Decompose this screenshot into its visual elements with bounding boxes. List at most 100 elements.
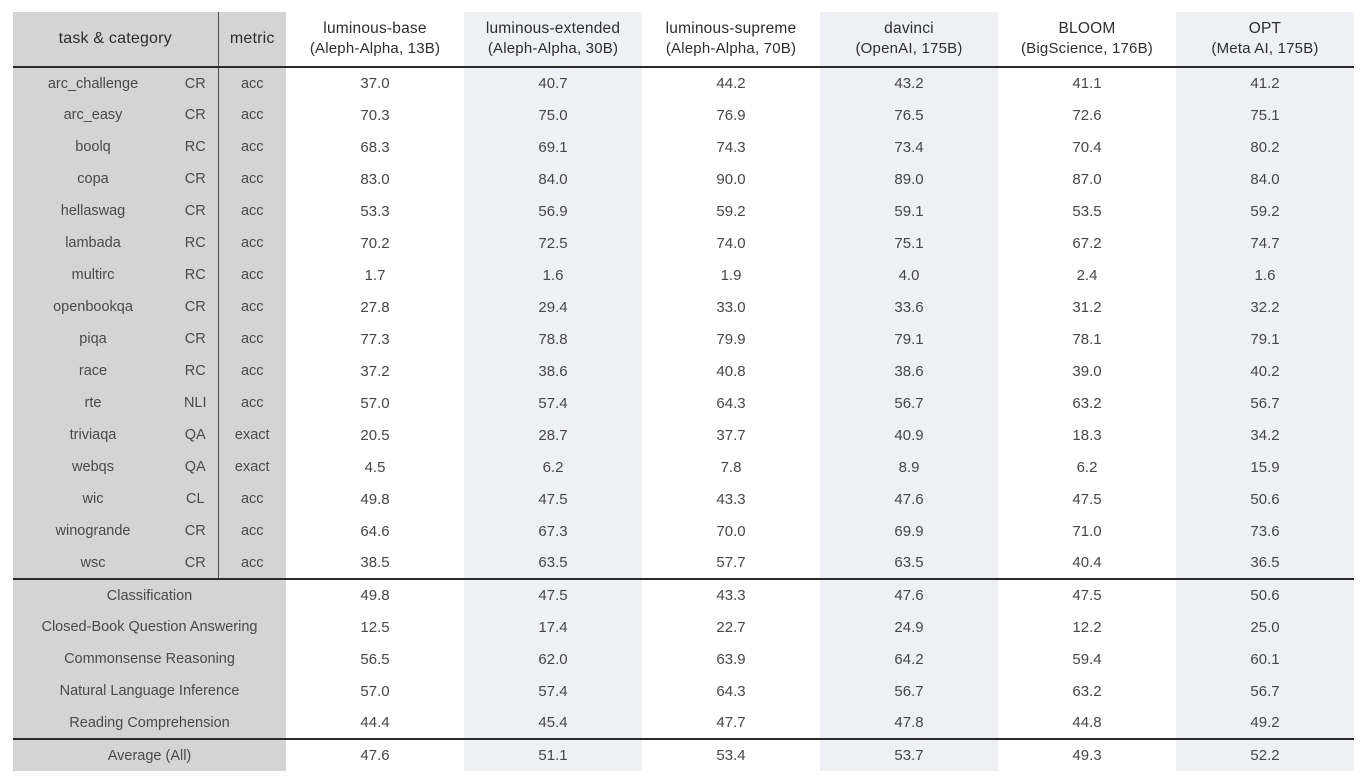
- model-name: luminous-base: [323, 20, 427, 37]
- score-cell: 43.3: [716, 490, 746, 508]
- score-cell: 84.0: [464, 163, 642, 195]
- category-average-row: Classification 49.8 47.5 43.3 47.6 47.5 50.6: [13, 579, 1354, 611]
- score-cell: 75.0: [464, 99, 642, 131]
- score-cell: 49.8: [360, 490, 390, 508]
- header-model-BLOOM: BLOOM (BigScience, 176B): [998, 12, 1176, 67]
- task-metric-cell: acc: [218, 483, 286, 515]
- score-cell: 8.9: [820, 451, 998, 483]
- task-metric-cell: acc: [218, 291, 286, 323]
- score-cell: 44.8: [1072, 714, 1102, 731]
- task-row: openbookqa CR acc 27.8 29.4 33.0 33.6 31.2 32.2: [13, 291, 1354, 323]
- score-cell: 43.2: [820, 67, 998, 99]
- task-metric-cell: acc: [218, 547, 286, 579]
- score-cell: 79.1: [820, 323, 998, 355]
- score-cell: 43.3: [716, 587, 746, 604]
- task-metric-cell: acc: [218, 259, 286, 291]
- score-cell: 72.5: [464, 227, 642, 259]
- score-cell: 63.2: [1072, 394, 1102, 412]
- model-name: luminous-extended: [485, 20, 621, 37]
- task-category-cell: RC: [173, 259, 219, 291]
- score-cell: 37.7: [716, 426, 746, 444]
- score-cell: 57.4: [464, 675, 642, 707]
- score-cell: 2.4: [1076, 266, 1098, 284]
- task-category-cell: CR: [173, 67, 219, 99]
- score-cell: 49.2: [1176, 707, 1354, 739]
- score-cell: 38.6: [464, 355, 642, 387]
- score-cell: 32.2: [1176, 291, 1354, 323]
- score-cell: 37.0: [360, 75, 390, 92]
- score-cell: 67.2: [1072, 234, 1102, 252]
- score-cell: 64.2: [820, 643, 998, 675]
- score-cell: 70.0: [716, 522, 746, 540]
- task-category-cell: CR: [173, 547, 219, 579]
- score-cell: 17.4: [464, 611, 642, 643]
- task-category-cell: CR: [173, 291, 219, 323]
- header-model-OPT: OPT (Meta AI, 175B): [1176, 12, 1354, 67]
- score-cell: 49.3: [1072, 747, 1102, 764]
- score-cell: 31.2: [1072, 298, 1102, 316]
- score-cell: 47.6: [820, 483, 998, 515]
- score-cell: 74.0: [716, 234, 746, 252]
- score-cell: 1.6: [464, 259, 642, 291]
- score-cell: 78.8: [464, 323, 642, 355]
- score-cell: 84.0: [1176, 163, 1354, 195]
- model-name: OPT: [1248, 20, 1282, 37]
- task-category-cell: RC: [173, 227, 219, 259]
- task-metric-cell: acc: [218, 99, 286, 131]
- score-cell: 7.8: [720, 458, 742, 476]
- task-row: triviaqa QA exact 20.5 28.7 37.7 40.9 18.3 34.2: [13, 419, 1354, 451]
- score-cell: 22.7: [716, 618, 746, 636]
- task-row: multirc RC acc 1.7 1.6 1.9 4.0 2.4 1.6: [13, 259, 1354, 291]
- task-category-cell: CR: [173, 163, 219, 195]
- task-name-cell: rte: [13, 387, 173, 419]
- score-cell: 74.7: [1176, 227, 1354, 259]
- score-cell: 59.1: [820, 195, 998, 227]
- category-label-cell: Commonsense Reasoning: [13, 643, 286, 675]
- score-cell: 47.6: [360, 747, 390, 764]
- task-row: copa CR acc 83.0 84.0 90.0 89.0 87.0 84.0: [13, 163, 1354, 195]
- score-cell: 12.5: [360, 618, 390, 636]
- task-name-cell: lambada: [13, 227, 173, 259]
- score-cell: 87.0: [1072, 170, 1102, 188]
- task-name-cell: wsc: [13, 547, 173, 579]
- model-org: (Meta AI, 175B): [1211, 40, 1319, 57]
- score-cell: 68.3: [360, 138, 390, 156]
- score-cell: 6.2: [1076, 458, 1098, 476]
- score-cell: 41.1: [1072, 75, 1102, 92]
- score-cell: 76.9: [716, 106, 746, 124]
- model-name: BLOOM: [1058, 20, 1116, 37]
- score-cell: 90.0: [716, 170, 746, 188]
- score-cell: 47.8: [820, 707, 998, 739]
- task-name-cell: arc_challenge: [13, 67, 173, 99]
- task-category-cell: CR: [173, 515, 219, 547]
- task-metric-cell: acc: [218, 227, 286, 259]
- score-cell: 62.0: [464, 643, 642, 675]
- score-cell: 53.5: [1072, 202, 1102, 220]
- score-cell: 41.2: [1176, 67, 1354, 99]
- task-category-cell: QA: [173, 419, 219, 451]
- task-name-cell: multirc: [13, 259, 173, 291]
- score-cell: 76.5: [820, 99, 998, 131]
- task-row: webqs QA exact 4.5 6.2 7.8 8.9 6.2 15.9: [13, 451, 1354, 483]
- task-category-cell: CR: [173, 195, 219, 227]
- score-cell: 33.0: [716, 298, 746, 316]
- score-cell: 36.5: [1176, 547, 1354, 579]
- score-cell: 39.0: [1072, 362, 1102, 380]
- task-category-cell: CR: [173, 99, 219, 131]
- score-cell: 34.2: [1176, 419, 1354, 451]
- score-cell: 73.6: [1176, 515, 1354, 547]
- task-metric-cell: acc: [218, 67, 286, 99]
- task-name-cell: boolq: [13, 131, 173, 163]
- score-cell: 75.1: [1176, 99, 1354, 131]
- score-cell: 12.2: [1072, 618, 1102, 636]
- task-name-cell: hellaswag: [13, 195, 173, 227]
- category-label-cell: Natural Language Inference: [13, 675, 286, 707]
- score-cell: 63.9: [716, 650, 746, 668]
- task-metric-cell: acc: [218, 355, 286, 387]
- score-cell: 64.6: [360, 522, 390, 540]
- score-cell: 53.7: [820, 739, 998, 771]
- score-cell: 27.8: [360, 298, 390, 316]
- score-cell: 40.7: [464, 67, 642, 99]
- task-name-cell: arc_easy: [13, 99, 173, 131]
- score-cell: 51.1: [464, 739, 642, 771]
